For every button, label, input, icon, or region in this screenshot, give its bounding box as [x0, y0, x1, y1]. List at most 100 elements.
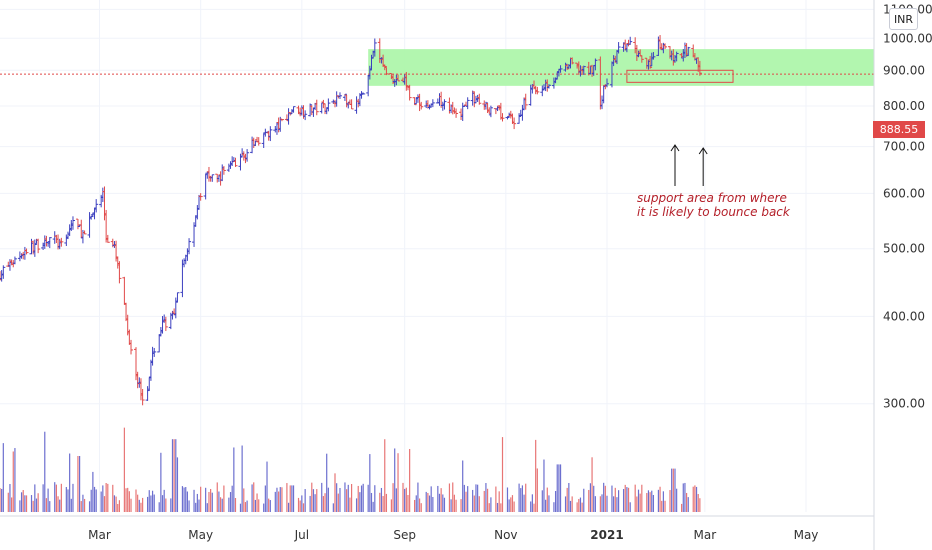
- ohlc-bar: [616, 42, 621, 54]
- volume-bars: [0, 427, 701, 512]
- ohlc-bar: [483, 101, 488, 110]
- ohlc-bar: [291, 106, 296, 113]
- y-tick-label: 500.00: [883, 242, 925, 256]
- ohlc-bars: [0, 35, 702, 406]
- annotation-text: support area from where it is likely to …: [637, 191, 807, 219]
- ohlc-bar: [367, 65, 372, 80]
- ohlc-bar: [12, 256, 17, 265]
- annotation-line-1: support area from where: [637, 191, 787, 205]
- ohlc-bar: [604, 78, 609, 88]
- ohlc-bar: [314, 99, 319, 116]
- currency-label: INR: [893, 12, 914, 26]
- ohlc-bar: [686, 46, 691, 57]
- x-tick-label: May: [794, 528, 819, 542]
- ohlc-bar: [256, 137, 261, 146]
- y-tick-label: 300.00: [883, 397, 925, 411]
- ohlc-bar: [157, 334, 162, 353]
- ohlc-bar: [210, 174, 215, 182]
- ohlc-bar: [59, 237, 64, 247]
- last-price-label: 888.55: [879, 123, 919, 136]
- ohlc-bar: [430, 99, 435, 108]
- resistance-support-zone: [368, 49, 874, 86]
- ohlc-bar: [628, 36, 633, 45]
- ohlc-bar: [105, 234, 110, 243]
- ohlc-bar: [117, 261, 122, 284]
- x-tick-label: 2021: [590, 528, 623, 542]
- ohlc-bar: [396, 74, 401, 82]
- ohlc-bar: [140, 388, 145, 406]
- ohlc-bar: [337, 92, 342, 99]
- x-tick-label: Mar: [694, 528, 717, 542]
- ohlc-bar: [361, 92, 366, 95]
- ohlc-bar: [349, 99, 354, 110]
- ohlc-bar: [639, 55, 644, 63]
- ohlc-bar: [303, 110, 308, 121]
- x-tick-label: Sep: [393, 528, 416, 542]
- ohlc-bar: [36, 238, 41, 254]
- x-tick-label: Jul: [294, 528, 309, 542]
- y-tick-label: 600.00: [883, 186, 925, 200]
- y-tick-label: 900.00: [883, 63, 925, 77]
- grid-lines: [0, 0, 874, 512]
- ohlc-bar: [129, 339, 134, 355]
- ohlc-bar: [674, 51, 679, 62]
- ohlc-bar: [558, 65, 563, 73]
- ohlc-bar: [663, 43, 668, 50]
- last-price-badge: 888.55: [873, 121, 925, 138]
- ohlc-bar: [47, 237, 52, 249]
- ohlc-bar: [198, 193, 203, 201]
- ohlc-bar: [658, 35, 663, 50]
- ohlc-bar: [163, 316, 168, 332]
- support-area-box: [626, 69, 734, 83]
- ohlc-bar: [152, 347, 157, 357]
- ohlc-bar: [221, 166, 226, 175]
- ohlc-bar: [308, 103, 313, 117]
- ohlc-bar: [512, 117, 517, 130]
- y-tick-label: 400.00: [883, 309, 925, 323]
- ohlc-bar: [384, 66, 389, 76]
- ohlc-bar: [326, 98, 331, 112]
- zones: [0, 49, 874, 86]
- ohlc-bar: [24, 248, 29, 255]
- ohlc-bar: [75, 218, 80, 230]
- ohlc-bar: [32, 239, 37, 257]
- ohlc-bar: [245, 149, 250, 162]
- ohlc-bar: [465, 97, 470, 110]
- ohlc-bar: [372, 38, 377, 57]
- x-tick-label: Nov: [494, 528, 517, 542]
- y-tick-label: 800.00: [883, 99, 925, 113]
- ohlc-bar: [488, 105, 493, 118]
- ohlc-bar: [407, 84, 412, 101]
- ohlc-bar: [570, 57, 575, 65]
- ohlc-bar: [175, 292, 180, 303]
- ohlc-bar: [500, 113, 505, 122]
- ohlc-bar: [565, 64, 570, 70]
- ohlc-bar: [517, 113, 522, 124]
- annotation-arrows: [670, 144, 708, 186]
- ohlc-bar: [268, 126, 273, 142]
- ohlc-bar: [70, 216, 75, 230]
- ohlc-bar: [1, 265, 6, 279]
- ohlc-bar: [187, 238, 192, 255]
- annotation-arrow-head: [670, 144, 680, 152]
- ohlc-bar: [442, 99, 447, 110]
- annotation-arrow-head: [698, 147, 708, 155]
- currency-badge[interactable]: INR: [889, 8, 918, 30]
- ohlc-bar: [697, 60, 702, 76]
- ohlc-bar: [122, 276, 127, 305]
- ohlc-bar: [82, 230, 87, 235]
- ohlc-bar: [233, 157, 238, 167]
- annotation-line-2: it is likely to bounce back: [637, 205, 790, 219]
- x-tick-label: May: [188, 528, 213, 542]
- ohlc-bar: [279, 118, 284, 122]
- x-tick-label: Mar: [88, 528, 111, 542]
- ohlc-bar: [523, 93, 528, 110]
- ohlc-bar: [419, 101, 424, 110]
- y-tick-label: 1000.00: [883, 31, 932, 45]
- ohlc-bar: [477, 93, 482, 105]
- ohlc-bar: [535, 86, 540, 95]
- ohlc-bar: [581, 65, 586, 75]
